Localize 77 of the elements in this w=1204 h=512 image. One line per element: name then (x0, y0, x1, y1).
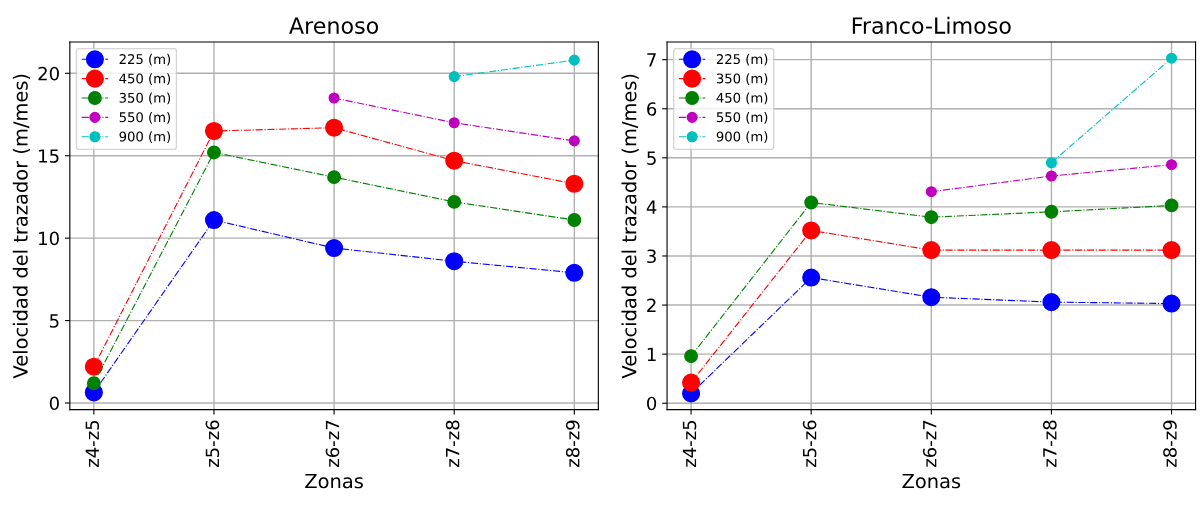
legend-label: 350 (m) (119, 92, 171, 105)
y-tick-label: 2 (647, 298, 656, 312)
point (328, 92, 340, 104)
point (1165, 52, 1178, 64)
point (327, 170, 342, 185)
x-tick-label: z8-z9 (565, 420, 580, 467)
point (448, 117, 460, 129)
point (445, 151, 464, 170)
point (568, 135, 580, 147)
point (84, 357, 103, 376)
point (1164, 198, 1179, 213)
point (682, 373, 701, 392)
chart-title: Franco-Limoso (852, 16, 1011, 34)
point (565, 174, 584, 193)
point (86, 376, 101, 391)
y-tick-label: 5 (647, 151, 656, 165)
legend-label: 900 (m) (716, 131, 768, 144)
y-tick-label: 10 (39, 231, 59, 246)
point (567, 213, 582, 227)
point (1165, 159, 1178, 171)
point (922, 241, 941, 260)
point (448, 71, 460, 83)
y-tick-label: 20 (38, 66, 59, 81)
x-tick-label: z4-z5 (85, 420, 100, 467)
point (204, 210, 224, 230)
x-axis-title: Zonas (902, 473, 961, 489)
point (804, 195, 819, 210)
point (684, 349, 699, 364)
legend-label: 550 (m) (119, 111, 171, 124)
legend-label: 450 (m) (119, 73, 171, 85)
legend-label: 900 (m) (119, 131, 171, 144)
point (325, 118, 344, 137)
legend-label: 550 (m) (716, 111, 768, 124)
x-tick-label: z6-z7 (922, 420, 937, 467)
point (568, 54, 580, 66)
x-tick-label: z7-z8 (445, 420, 460, 467)
point (1162, 241, 1181, 260)
legend-label: 350 (m) (716, 73, 768, 85)
point (1042, 241, 1061, 260)
y-tick-label: 1 (647, 347, 656, 361)
y-tick-label: 6 (647, 102, 657, 116)
point (922, 288, 941, 307)
point (924, 210, 939, 225)
y-tick-label: 15 (39, 149, 59, 163)
x-tick-label: z7-z8 (1043, 420, 1057, 467)
y-axis-title: Velocidad del trazador (m/mes) (621, 74, 639, 379)
x-axis-title: Zonas (305, 473, 363, 489)
legend-label: 225 (m) (119, 53, 171, 66)
point (325, 239, 344, 258)
y-tick-label: 4 (646, 200, 657, 214)
x-tick-label: z5-z6 (802, 420, 817, 467)
legend-label: 225 (m) (716, 53, 768, 66)
x-tick-label: z4-z5 (682, 420, 697, 467)
x-tick-label: z6-z7 (325, 420, 340, 467)
y-tick-label: 0 (647, 396, 657, 411)
y-tick-label: 5 (50, 314, 59, 328)
y-tick-label: 3 (647, 249, 656, 264)
point (565, 263, 584, 282)
y-tick-label: 0 (49, 396, 59, 411)
point (802, 221, 821, 240)
point (207, 145, 221, 160)
y-tick-label: 7 (647, 53, 656, 67)
point (1162, 294, 1181, 313)
point (925, 186, 937, 198)
y-axis-title: Velocidad del trazador (m/mes) (12, 74, 31, 379)
chart-title: Arenoso (289, 17, 379, 34)
x-tick-label: z5-z6 (205, 420, 220, 467)
point (445, 252, 464, 271)
point (1045, 170, 1057, 182)
legend-label: 450 (m) (716, 92, 768, 105)
point (1045, 157, 1057, 169)
point (1042, 293, 1061, 312)
x-tick-label: z8-z9 (1163, 420, 1177, 467)
point (204, 121, 224, 141)
point (802, 268, 821, 287)
point (447, 194, 462, 209)
point (1044, 204, 1059, 219)
